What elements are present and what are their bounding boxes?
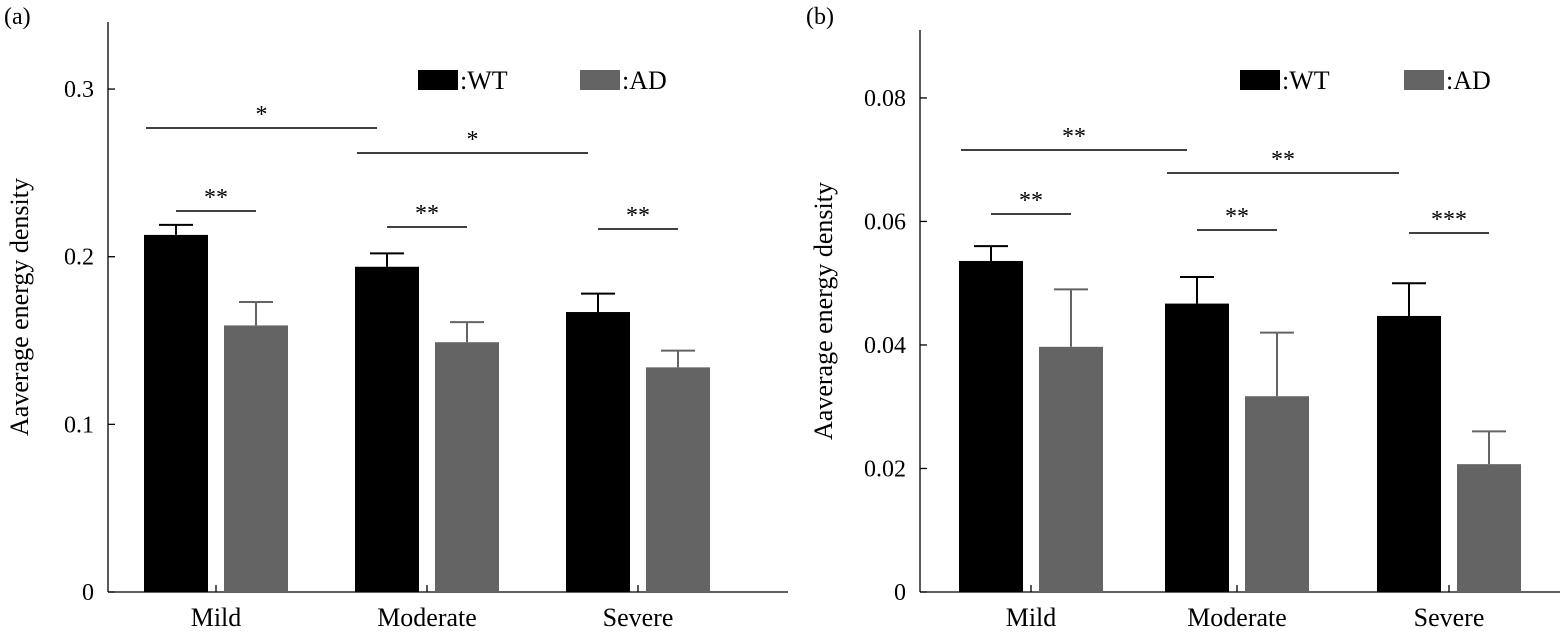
x-tick-label: Moderate <box>377 603 477 632</box>
x-tick-label: Severe <box>603 603 674 632</box>
y-tick-label: 0.08 <box>864 86 906 112</box>
significance-label: ** <box>1062 124 1086 150</box>
bar-ad <box>1457 464 1521 592</box>
significance-label: *** <box>1431 207 1467 233</box>
y-tick-label: 0 <box>82 580 94 606</box>
bar-wt <box>355 266 419 592</box>
legend-swatch <box>580 70 620 90</box>
x-tick-label: Mild <box>191 603 242 632</box>
panel-label: (a) <box>4 4 31 30</box>
bar-wt <box>144 234 208 593</box>
significance-label: ** <box>626 203 650 229</box>
significance-label: * <box>467 127 479 153</box>
legend-swatch <box>1404 70 1444 90</box>
legend-swatch <box>418 70 458 90</box>
y-tick-label: 0.06 <box>864 209 906 235</box>
bar-ad <box>1039 346 1103 592</box>
bar-ad <box>435 342 499 592</box>
y-tick-label: 0 <box>894 580 906 606</box>
significance-label: ** <box>1225 204 1249 230</box>
bar-ad <box>1245 396 1309 592</box>
x-tick-label: Severe <box>1414 603 1485 632</box>
legend-swatch <box>1240 70 1280 90</box>
significance-label: * <box>256 102 268 128</box>
y-axis-title: Aaverage energy density <box>5 178 34 436</box>
y-tick-label: 0.3 <box>64 77 94 103</box>
significance-label: ** <box>204 185 228 211</box>
x-tick-label: Mild <box>1006 603 1057 632</box>
bar-wt <box>566 312 630 592</box>
y-tick-label: 0.2 <box>64 245 94 271</box>
y-tick-label: 0.1 <box>64 412 94 438</box>
legend-label: :WT <box>1282 66 1330 95</box>
significance-label: ** <box>1271 147 1295 173</box>
bar-wt <box>1377 315 1441 592</box>
y-tick-label: 0.02 <box>864 456 906 482</box>
chart-panel-b: (b) 0 0.02 0.04 0.06 0.08 Aaverage energy dens… <box>806 4 1560 632</box>
y-tick-label: 0.04 <box>864 333 906 359</box>
bar-ad <box>646 367 710 592</box>
chart-panel-a: (a) 0 0.1 0.2 0.3 Aaverage energy density Mild… <box>4 4 788 632</box>
legend-label: :AD <box>622 66 667 95</box>
panel-label: (b) <box>806 4 834 30</box>
bar-wt <box>1165 303 1229 592</box>
x-tick-label: Moderate <box>1187 603 1287 632</box>
significance-label: ** <box>415 201 439 227</box>
y-axis-title: Aaverage energy density <box>809 182 838 440</box>
bar-ad <box>224 325 288 592</box>
legend-label: :WT <box>460 66 508 95</box>
significance-label: ** <box>1019 188 1043 214</box>
bar-wt <box>959 260 1023 592</box>
legend-label: :AD <box>1446 66 1491 95</box>
